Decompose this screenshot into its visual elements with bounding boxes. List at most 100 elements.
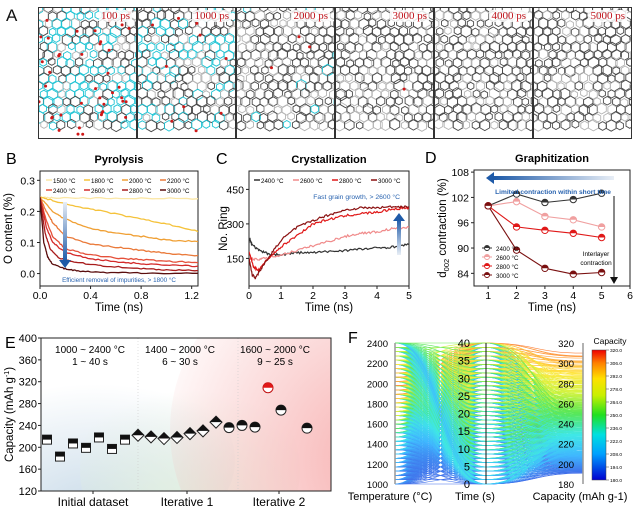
carbon-ring	[552, 42, 560, 52]
axis-tick-label: 200	[558, 460, 574, 471]
carbon-ring	[339, 111, 352, 125]
carbon-ring	[435, 88, 444, 99]
snapshot-time-label: 3000 ps	[390, 10, 429, 22]
carbon-ring	[295, 95, 307, 109]
carbon-ring	[507, 56, 518, 68]
carbon-ring	[492, 64, 503, 77]
carbon-ring	[332, 66, 334, 73]
carbon-ring	[588, 26, 598, 37]
carbon-ring	[629, 114, 631, 121]
oxygen-atom	[195, 21, 199, 25]
carbon-ring	[215, 96, 224, 107]
carbon-ring	[340, 48, 351, 60]
carbon-ring	[628, 96, 631, 106]
carbon-ring	[401, 105, 409, 115]
carbon-ring	[138, 120, 147, 130]
oxygen-atom	[297, 35, 301, 39]
carbon-ring	[592, 113, 602, 124]
carbon-ring	[318, 88, 327, 99]
oxygen-atom	[58, 52, 62, 56]
carbon-ring	[356, 121, 364, 130]
panel-letter: D	[425, 150, 437, 167]
carbon-ring	[53, 113, 61, 122]
carbon-ring	[107, 110, 118, 123]
carbon-ring	[133, 81, 136, 91]
carbon-ring	[256, 103, 265, 114]
oxygen-atom	[77, 126, 81, 130]
carbon-ring	[525, 41, 532, 53]
carbon-ring	[349, 8, 359, 13]
carbon-ring	[336, 8, 341, 14]
atom-network	[138, 8, 235, 133]
carbon-ring	[529, 65, 532, 74]
carbon-ring	[300, 25, 310, 37]
carbon-ring	[39, 9, 49, 23]
axis-tick-label: 30	[458, 373, 470, 385]
carbon-ring	[372, 105, 381, 115]
carbon-ring	[52, 65, 62, 75]
carbon-ring	[151, 97, 161, 108]
parallel-line	[394, 342, 584, 463]
carbon-ring	[399, 41, 410, 53]
legend-marker-fill	[484, 245, 490, 248]
carbon-ring	[476, 19, 485, 28]
carbon-ring	[490, 104, 499, 114]
carbon-ring	[110, 119, 122, 133]
carbon-ring	[418, 104, 427, 115]
legend-label: 1800 °C	[91, 178, 114, 185]
carbon-ring	[121, 41, 130, 52]
snapshot-time-label: 100 ps	[98, 10, 132, 22]
carbon-ring	[435, 118, 444, 130]
carbon-ring	[322, 111, 333, 124]
oxygen-atom	[39, 100, 41, 104]
carbon-ring	[76, 12, 85, 21]
carbon-ring	[547, 18, 558, 30]
carbon-ring	[502, 96, 512, 107]
data-point-fill	[107, 444, 117, 449]
carbon-ring	[471, 10, 481, 21]
y-tick-label: 160	[19, 464, 37, 476]
carbon-ring	[480, 103, 491, 116]
carbon-ring	[237, 65, 242, 76]
carbon-ring	[250, 8, 262, 15]
carbon-ring	[453, 11, 462, 22]
plot-frame	[39, 170, 199, 287]
carbon-ring	[76, 105, 84, 115]
legend-label: 2400 °C	[496, 246, 519, 253]
data-point-fill	[541, 199, 549, 203]
carbon-ring	[138, 111, 143, 121]
y-tick-label: 400	[19, 333, 37, 345]
carbon-ring	[241, 33, 251, 44]
oxygen-atom	[93, 29, 97, 33]
carbon-ring	[264, 120, 275, 132]
data-point-fill	[81, 443, 91, 448]
carbon-ring	[578, 71, 589, 84]
carbon-ring	[616, 104, 626, 116]
carbon-ring	[605, 26, 617, 39]
carbon-ring	[607, 56, 618, 69]
carbon-ring	[494, 50, 503, 60]
carbon-ring	[534, 102, 545, 115]
carbon-ring	[39, 47, 45, 61]
carbon-ring	[57, 26, 66, 37]
carbon-ring	[93, 73, 104, 85]
carbon-ring	[111, 55, 123, 69]
series-line	[249, 205, 409, 280]
carbon-ring	[515, 39, 527, 53]
carbon-ring	[517, 87, 527, 99]
carbon-ring	[39, 72, 50, 86]
carbon-ring	[543, 73, 552, 83]
annotation: contraction	[580, 260, 612, 267]
carbon-ring	[472, 41, 480, 51]
axis-tick-label: 25	[458, 391, 470, 403]
carbon-ring	[138, 82, 142, 91]
carbon-ring	[551, 71, 563, 84]
carbon-ring	[184, 25, 193, 36]
carbon-ring	[287, 33, 297, 44]
carbon-ring	[237, 10, 247, 23]
oxygen-atom	[107, 48, 111, 52]
data-point-fill	[513, 190, 520, 195]
carbon-ring	[455, 111, 467, 124]
data-point-fill	[541, 213, 549, 217]
carbon-ring	[371, 9, 381, 21]
